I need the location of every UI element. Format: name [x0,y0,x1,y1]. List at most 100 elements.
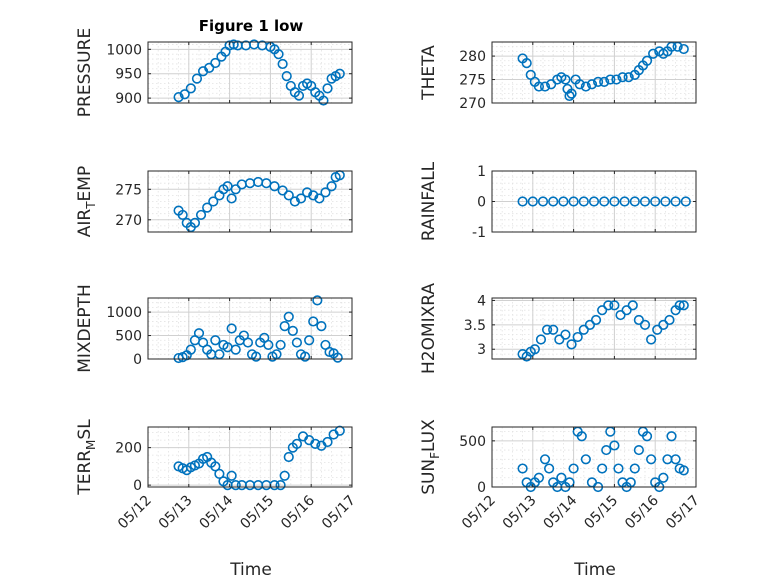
axes-box [147,426,353,488]
axes-box [491,41,697,104]
data-point [334,68,345,79]
data-point [544,463,555,474]
data-point [580,454,591,465]
data-point [584,319,596,330]
data-point [580,81,591,92]
data-point [609,440,620,451]
data-point [560,329,571,340]
data-point [521,58,532,69]
y-tick-label: 275 [459,73,486,89]
x-tick-label: 05/16 [622,492,662,532]
x-tick-label: 05/13 [156,493,196,533]
y-axis-label: PRESSURE [75,28,95,117]
data-point [195,209,207,221]
data-point [611,74,622,85]
y-tick-label: 3.5 [464,318,486,334]
figure-title: Figure 1 low [199,17,304,35]
y-tick-label: 0 [477,195,486,211]
data-point [660,196,671,207]
data-point [572,331,583,343]
data-point [253,176,264,188]
data-point [283,311,294,322]
data-point [666,431,677,442]
axes-box [147,170,353,233]
data-point [283,451,294,463]
x-tick-label: 05/15 [581,493,621,533]
data-point [664,314,675,326]
data-point [236,179,247,190]
data-point [633,314,644,326]
data-point [566,339,577,350]
data-point [202,202,213,213]
data-point [578,196,589,207]
data-point [310,438,321,449]
data-point [189,217,201,228]
y-tick-label: 500 [459,434,486,450]
y-axis-label: AIRTEMP [75,166,98,237]
data-point [529,344,540,355]
data-point [680,196,691,207]
data-point [210,335,221,346]
axes-air-temp: 270 275 AIRTEMP [75,166,353,237]
data-point [322,83,333,94]
data-point [539,454,551,465]
axes-pressure: 900 950 1000 PRESSURE [75,28,353,117]
data-point [541,324,553,335]
x-tick-label: 05/17 [663,493,703,533]
data-point [578,324,589,335]
data-point [556,472,567,483]
data-point [279,470,290,481]
data-point [304,335,315,346]
axes-mixdepth: 0 500 1000 MIXDEPTH [75,284,353,373]
data-point [601,444,612,456]
y-tick-label: 280 [459,49,486,65]
axes-h2omixra: 3 3.5 4 H2OMIXRA [419,283,697,374]
data-point [322,436,333,448]
data-point [629,463,640,474]
data-point [177,209,188,221]
data-point [568,463,579,474]
data-point [646,334,657,345]
data-point [539,81,551,92]
data-point [554,334,565,345]
data-point [568,196,579,207]
data-point [566,88,577,99]
data-point [230,480,241,491]
data-point [308,316,319,327]
data-point [230,184,241,195]
data-point [312,295,323,306]
y-axis-label: THETA [419,45,439,101]
data-point [670,454,681,465]
data-point [275,480,286,491]
data-point [295,193,307,204]
data-point [289,196,300,207]
data-point [627,300,638,311]
data-point [588,196,600,207]
data-point [652,324,663,335]
axes-box [147,41,353,104]
data-point [208,196,219,207]
data-point [641,431,653,442]
data-point [275,339,286,351]
y-tick-label: 275 [115,182,142,198]
data-point [193,328,205,339]
data-point [574,79,585,90]
x-tick-label: 05/15 [237,493,277,533]
data-point [646,454,657,465]
data-point [318,95,329,106]
data-point [299,351,311,362]
data-point [517,196,528,207]
data-point [316,321,327,332]
data-point [230,344,241,355]
data-point [191,73,203,84]
data-point [273,49,284,60]
data-point [560,74,571,85]
data-point [251,351,262,362]
data-point [586,477,598,488]
data-point [293,90,305,101]
data-point [609,300,620,311]
data-point [639,319,651,330]
data-point [291,337,303,348]
y-axis-label: TERRMSL [75,419,98,496]
